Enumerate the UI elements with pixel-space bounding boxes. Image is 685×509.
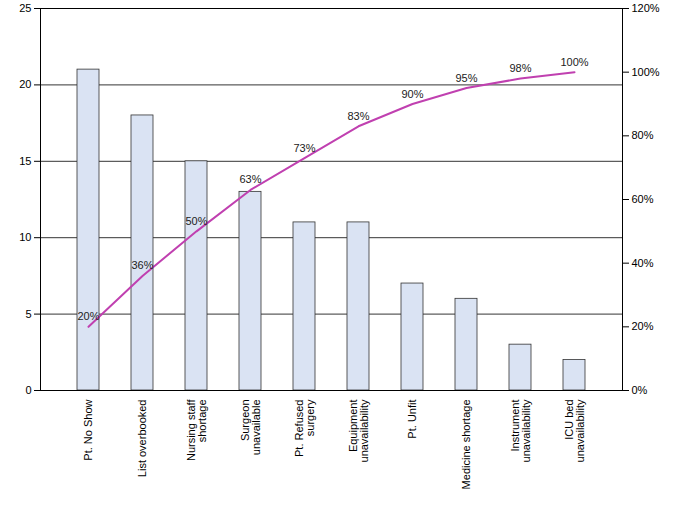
svg-text:Nursing staffshortage: Nursing staffshortage: [185, 399, 208, 461]
svg-text:20: 20: [19, 78, 31, 90]
svg-text:100%: 100%: [560, 56, 588, 68]
svg-text:15: 15: [19, 155, 31, 167]
svg-text:Medicine shortage: Medicine shortage: [460, 400, 472, 490]
svg-text:36%: 36%: [131, 259, 153, 271]
svg-text:90%: 90%: [401, 88, 423, 100]
svg-text:0%: 0%: [632, 384, 648, 396]
svg-text:20%: 20%: [77, 310, 99, 322]
svg-text:20%: 20%: [632, 320, 654, 332]
svg-text:Instrumentunavailability: Instrumentunavailability: [509, 399, 532, 462]
svg-text:10: 10: [19, 231, 31, 243]
svg-text:Pt. No Show: Pt. No Show: [82, 399, 94, 460]
svg-text:Pt. Refusedsurgery: Pt. Refusedsurgery: [293, 399, 316, 457]
svg-text:95%: 95%: [455, 72, 477, 84]
svg-text:60%: 60%: [632, 193, 654, 205]
svg-text:0: 0: [25, 384, 31, 396]
svg-text:List overbooked: List overbooked: [136, 400, 148, 478]
svg-text:25: 25: [19, 2, 31, 14]
svg-text:83%: 83%: [347, 110, 369, 122]
svg-text:Surgeonunavailable: Surgeonunavailable: [239, 400, 262, 456]
svg-text:Pt. Unfit: Pt. Unfit: [406, 400, 418, 439]
svg-text:40%: 40%: [632, 257, 654, 269]
svg-text:50%: 50%: [185, 215, 207, 227]
svg-text:120%: 120%: [632, 2, 660, 14]
svg-text:ICU bedunavailability: ICU bedunavailability: [563, 399, 586, 462]
svg-text:63%: 63%: [239, 173, 261, 185]
svg-text:73%: 73%: [293, 142, 315, 154]
svg-text:5: 5: [25, 308, 31, 320]
svg-text:98%: 98%: [509, 62, 531, 74]
svg-text:100%: 100%: [632, 66, 660, 78]
svg-text:Equipmentunavailability: Equipmentunavailability: [347, 399, 370, 462]
svg-text:80%: 80%: [632, 129, 654, 141]
